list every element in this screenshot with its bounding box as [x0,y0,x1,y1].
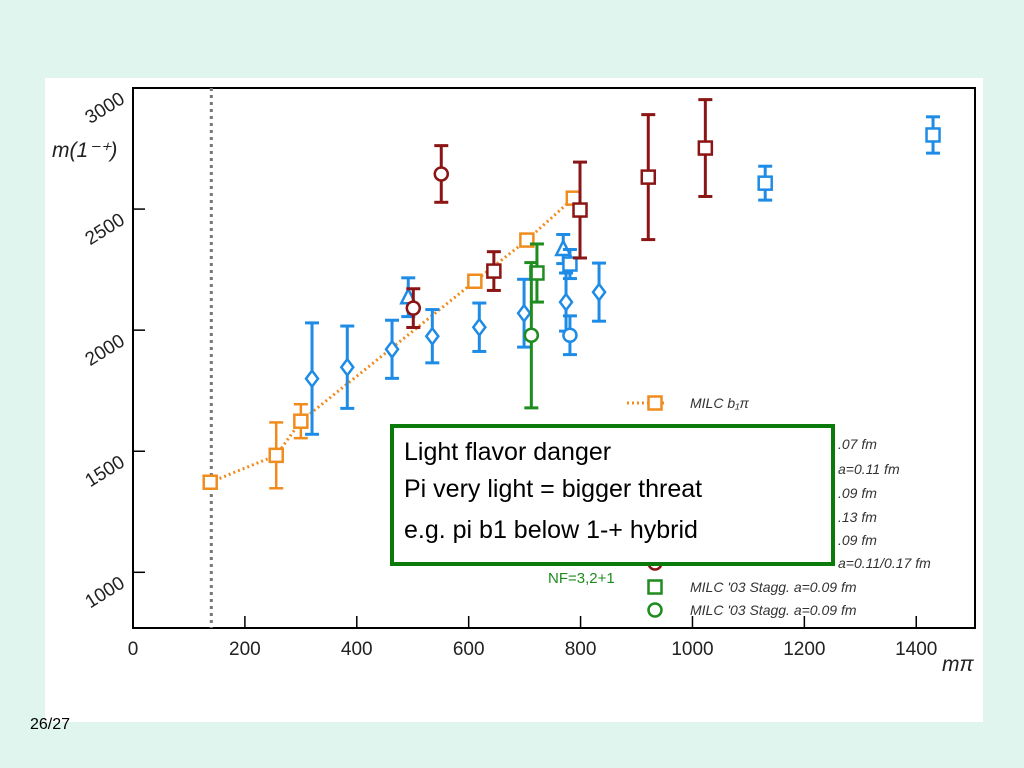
marker [647,579,663,595]
annotation-line: Light flavor danger [404,438,612,466]
marker [433,166,450,182]
marker [293,413,309,429]
legend-label: MILC b₁π [690,395,750,411]
marker [647,602,663,618]
marker [268,447,284,464]
marker [640,169,657,185]
y-axis-title: m(1⁻⁺) [52,139,117,162]
legend-label: MILC '03 Stagg. a=0.09 fm [690,579,857,595]
legend-label: MILC '03 Stagg. a=0.09 fm [690,602,857,618]
marker [757,175,773,191]
legend-label: a=0.11/0.17 fm [838,555,931,571]
marker [339,357,355,378]
legend-label: .09 fm [838,485,877,501]
plot-frame [132,87,976,629]
marker [697,140,714,156]
marker [467,273,483,289]
x-tick-label: 1400 [895,639,937,660]
marker [925,127,941,143]
marker [647,395,663,411]
marker [202,474,218,490]
marker [486,263,502,279]
marker [562,327,578,343]
legend-label: .07 fm [838,436,877,452]
marker [516,303,532,324]
x-tick-label: 1000 [671,639,713,660]
x-axis-title: mπ [942,653,974,676]
x-tick-label: 800 [565,639,597,660]
x-tick-label: 400 [341,639,373,660]
marker [424,326,440,347]
x-tick-label: 200 [229,639,261,660]
chart-background [45,78,983,722]
annotation-line: Pi very light = bigger threat [404,475,703,503]
marker [591,282,607,303]
marker [304,368,320,389]
legend-label: .09 fm [838,532,877,548]
page-number: 26/27 [30,716,71,733]
x-tick-label: 1200 [783,639,825,660]
marker [572,202,588,218]
legend-group-label: NF=3,2+1 [548,570,615,587]
marker [471,317,487,338]
marks: 0 200 400 600 800 1000 1200 1400100015002000250… [82,87,941,660]
marker [558,291,574,313]
marker [562,256,578,272]
legend-label: .13 fm [838,509,877,525]
legend-label: a=0.11 fm [838,461,900,477]
annotation-box: Light flavor danger Pi very light = bigg… [390,424,835,566]
marker [405,300,422,316]
annotation-line: e.g. pi b1 below 1-+ hybrid [404,516,698,544]
x-tick-label: 0 [128,639,139,660]
marker [384,339,400,360]
x-tick-label: 600 [453,639,485,660]
marker [523,327,540,343]
